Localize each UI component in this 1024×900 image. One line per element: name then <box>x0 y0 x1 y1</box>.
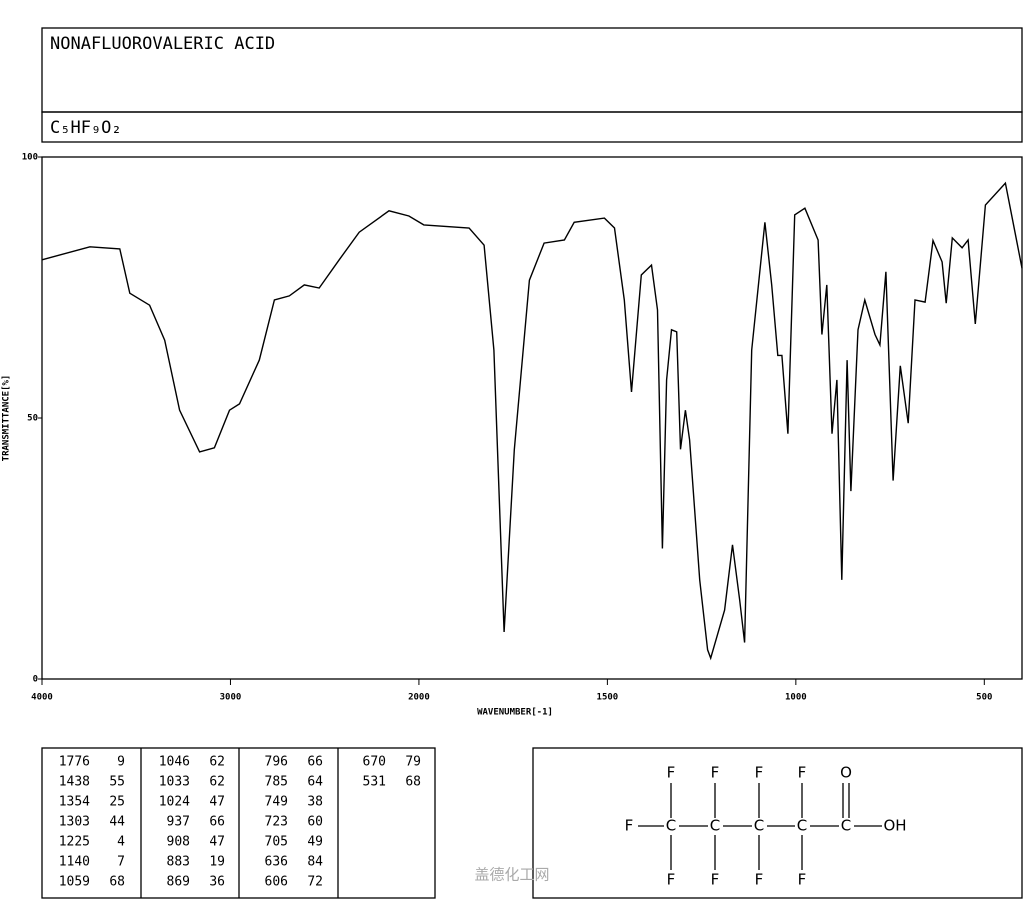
peak-wavenumber: 1046 <box>159 755 190 770</box>
watermark: 盖德化工网 <box>474 866 549 884</box>
peak-transmittance: 66 <box>209 815 225 830</box>
peak-transmittance: 79 <box>405 755 421 770</box>
peak-transmittance: 66 <box>307 755 323 770</box>
peak-transmittance: 19 <box>209 855 225 870</box>
y-tick-label: 50 <box>27 414 38 424</box>
peak-transmittance: 49 <box>307 835 323 850</box>
chart-title: NONAFLUOROVALERIC ACID <box>50 34 275 54</box>
atom-label: F <box>667 764 676 782</box>
peak-wavenumber: 1303 <box>59 815 90 830</box>
peak-transmittance: 38 <box>307 795 323 810</box>
plot-frame <box>41 156 1023 680</box>
peak-wavenumber: 606 <box>265 875 288 890</box>
peak-wavenumber: 636 <box>265 855 288 870</box>
peak-wavenumber: 723 <box>265 815 288 830</box>
atom-label: OH <box>883 817 906 835</box>
spectrum-line <box>41 181 1023 661</box>
peak-transmittance: 25 <box>109 795 125 810</box>
formula: C₅HF₉O₂ <box>50 118 122 138</box>
atom-label: F <box>625 817 634 835</box>
peak-transmittance: 62 <box>209 755 225 770</box>
peak-transmittance: 47 <box>209 795 225 810</box>
peak-transmittance: 60 <box>307 815 323 830</box>
peak-wavenumber: 670 <box>363 755 386 770</box>
peak-wavenumber: 1024 <box>159 795 190 810</box>
peak-transmittance: 9 <box>117 755 125 770</box>
peak-wavenumber: 937 <box>167 815 190 830</box>
peak-transmittance: 72 <box>307 875 323 890</box>
atom-label: C <box>754 817 764 835</box>
peak-transmittance: 68 <box>109 875 125 890</box>
bonds <box>638 783 882 870</box>
peak-transmittance: 7 <box>117 855 125 870</box>
peak-wavenumber: 883 <box>167 855 190 870</box>
atom-label: C <box>710 817 720 835</box>
x-tick-label: 2000 <box>408 693 430 703</box>
atom-label: F <box>755 764 764 782</box>
peak-transmittance: 36 <box>209 875 225 890</box>
peak-wavenumber: 1033 <box>159 775 190 790</box>
peak-transmittance: 62 <box>209 775 225 790</box>
peak-wavenumber: 869 <box>167 875 190 890</box>
peak-wavenumber: 1776 <box>59 755 90 770</box>
x-tick-label: 1500 <box>597 693 619 703</box>
x-tick-label: 3000 <box>220 693 242 703</box>
peak-wavenumber: 1140 <box>59 855 90 870</box>
x-axis-label: WAVENUMBER[-1] <box>477 708 553 718</box>
peak-wavenumber: 1059 <box>59 875 90 890</box>
atom-label: F <box>711 764 720 782</box>
atom-label: C <box>797 817 807 835</box>
atom-label: C <box>666 817 676 835</box>
peak-transmittance: 47 <box>209 835 225 850</box>
x-tick-label: 500 <box>976 693 992 703</box>
peak-transmittance: 84 <box>307 855 323 870</box>
atom-label: C <box>841 817 851 835</box>
peak-wavenumber: 1225 <box>59 835 90 850</box>
x-tick-label: 4000 <box>31 693 53 703</box>
y-tick-label: 100 <box>22 153 38 163</box>
peak-wavenumber: 1438 <box>59 775 90 790</box>
structure-box <box>532 747 1023 899</box>
peak-transmittance: 44 <box>109 815 125 830</box>
atom-label: F <box>711 871 720 889</box>
atom-label: F <box>798 764 807 782</box>
y-axis-label: TRANSMITTANCE[%] <box>2 375 12 462</box>
peak-wavenumber: 531 <box>363 775 386 790</box>
peak-transmittance: 68 <box>405 775 421 790</box>
peak-transmittance: 4 <box>117 835 125 850</box>
atom-label: F <box>667 871 676 889</box>
peak-wavenumber: 908 <box>167 835 190 850</box>
atom-label: O <box>840 764 852 782</box>
peak-wavenumber: 796 <box>265 755 288 770</box>
peak-wavenumber: 749 <box>265 795 288 810</box>
peak-transmittance: 55 <box>109 775 125 790</box>
peak-wavenumber: 785 <box>265 775 288 790</box>
peak-wavenumber: 1354 <box>59 795 90 810</box>
atom-label: F <box>755 871 764 889</box>
peak-wavenumber: 705 <box>265 835 288 850</box>
atom-label: F <box>798 871 807 889</box>
y-tick-label: 0 <box>33 675 38 685</box>
peak-transmittance: 64 <box>307 775 323 790</box>
formula-box <box>41 111 1023 143</box>
x-tick-label: 1000 <box>785 693 807 703</box>
